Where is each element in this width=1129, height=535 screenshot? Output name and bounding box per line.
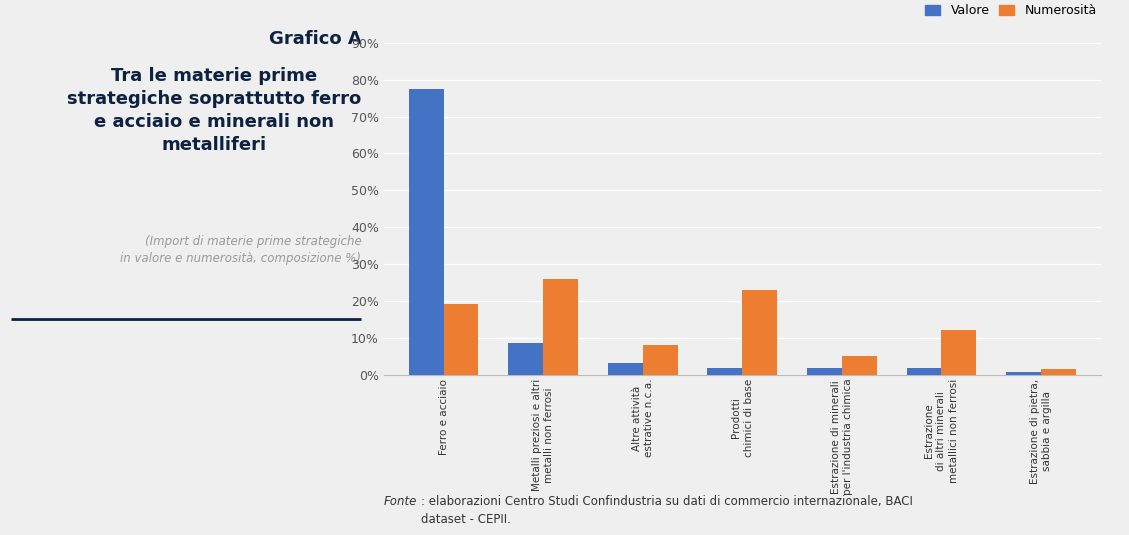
Bar <box>642 345 677 374</box>
Text: (Import di materie prime strategiche
in valore e numerosità, composizione %): (Import di materie prime strategiche in … <box>121 235 361 265</box>
Bar <box>607 363 642 374</box>
Text: Grafico A: Grafico A <box>269 30 361 48</box>
Text: : elaborazioni Centro Studi Confindustria su dati di commercio internazionale, B: : elaborazioni Centro Studi Confindustri… <box>421 495 913 526</box>
Bar <box>508 343 543 374</box>
Bar <box>409 89 444 374</box>
Bar <box>907 368 942 374</box>
Bar <box>807 368 842 374</box>
Bar <box>842 356 877 374</box>
Bar <box>708 368 743 374</box>
Bar <box>1006 372 1041 374</box>
Legend: Valore, Numerosità: Valore, Numerosità <box>920 0 1102 22</box>
Bar <box>444 304 479 374</box>
Text: Fonte: Fonte <box>384 495 418 508</box>
Text: Tra le materie prime
strategiche soprattutto ferro
e acciaio e minerali non
meta: Tra le materie prime strategiche sopratt… <box>67 67 361 154</box>
Bar <box>942 330 977 374</box>
Bar <box>543 279 578 374</box>
Bar <box>1041 369 1076 374</box>
Bar <box>743 290 777 374</box>
